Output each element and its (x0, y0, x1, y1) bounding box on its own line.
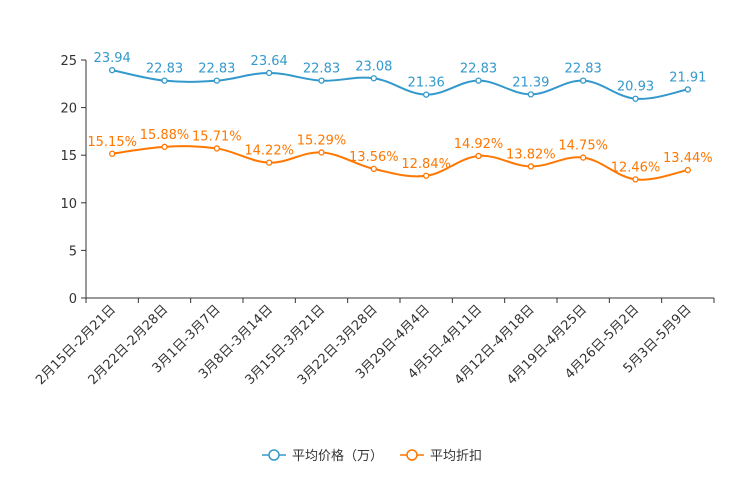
data-label: 20.93 (617, 80, 654, 95)
y-tick-label: 20 (60, 102, 77, 117)
data-point[interactable] (266, 69, 273, 77)
y-tick-label: 25 (60, 54, 77, 69)
data-point[interactable] (161, 77, 168, 84)
data-point[interactable] (632, 95, 639, 102)
data-point[interactable] (423, 91, 430, 98)
series-line (112, 145, 689, 181)
data-point[interactable] (475, 152, 482, 160)
chart-axes: 0 5 10 15 20 25 (60, 54, 715, 307)
data-label: 14.92% (454, 137, 504, 152)
legend-marker-icon (406, 449, 418, 461)
data-label: 21.36 (408, 76, 445, 91)
data-label: 23.64 (251, 54, 288, 69)
chart-legend[interactable]: 平均价格（万） 平均折扣 (262, 448, 482, 464)
y-tick-label: 10 (60, 197, 77, 212)
data-label: 15.15% (87, 135, 137, 150)
legend-item-1[interactable]: 平均价格（万） (262, 448, 383, 464)
data-label: 21.91 (669, 70, 706, 85)
data-label: 22.83 (198, 62, 235, 77)
y-tick-label: 15 (60, 149, 77, 164)
data-point[interactable] (109, 66, 116, 74)
data-point[interactable] (527, 163, 534, 170)
data-point[interactable] (580, 154, 587, 161)
series-2: 15.15% 15.88% 15.71%14.22%15.29%13.56% 12.8… (87, 128, 713, 183)
data-label: 22.83 (146, 62, 183, 77)
data-label: 23.94 (94, 51, 131, 66)
data-point[interactable] (527, 91, 534, 98)
data-label: 14.22% (244, 144, 294, 159)
data-label: 15.71% (192, 129, 242, 144)
data-point[interactable] (370, 165, 377, 173)
legend-item-2[interactable]: 平均折扣 (400, 449, 482, 464)
data-point[interactable] (580, 77, 587, 84)
data-label: 22.83 (303, 62, 340, 77)
data-point[interactable] (213, 145, 220, 152)
data-label: 12.84% (401, 157, 451, 172)
data-label: 23.08 (355, 59, 392, 74)
chart-series: 23.94 22.83 22.83 23.64 22.83 23.08 21.36 22.83… (87, 51, 713, 183)
data-label: 15.29% (297, 133, 347, 148)
data-point[interactable] (213, 77, 220, 84)
data-point[interactable] (161, 143, 168, 150)
y-tick-label: 0 (69, 292, 77, 307)
series-1: 23.94 22.83 22.83 23.64 22.83 23.08 21.36 22.83… (94, 51, 706, 102)
legend-marker-icon (268, 449, 280, 461)
data-label: 14.75% (558, 139, 608, 154)
data-label: 15.88% (140, 128, 190, 143)
data-point[interactable] (318, 77, 325, 84)
data-point[interactable] (632, 176, 639, 183)
data-label: 21.39 (512, 75, 549, 90)
data-point[interactable] (318, 149, 325, 156)
data-label: 13.44% (663, 151, 713, 166)
data-label: 12.46% (611, 160, 661, 175)
series-line (111, 69, 689, 100)
data-point[interactable] (109, 150, 116, 157)
data-label: 13.82% (506, 147, 556, 162)
data-label: 13.56% (349, 150, 399, 165)
x-axis-labels: 2月15日-2月21日2月22日-2月28日3月1日-3月7日3月8日-3月14… (33, 302, 694, 388)
legend-label: 平均折扣 (430, 449, 482, 464)
data-point[interactable] (684, 166, 691, 174)
y-tick-label: 5 (69, 244, 77, 259)
data-point[interactable] (370, 75, 377, 82)
data-point[interactable] (423, 172, 430, 179)
data-label: 22.83 (565, 62, 602, 77)
legend-label: 平均价格（万） (292, 448, 383, 464)
data-label: 22.83 (460, 62, 497, 77)
data-point[interactable] (684, 86, 691, 93)
data-point[interactable] (266, 159, 273, 166)
data-point[interactable] (475, 77, 482, 84)
